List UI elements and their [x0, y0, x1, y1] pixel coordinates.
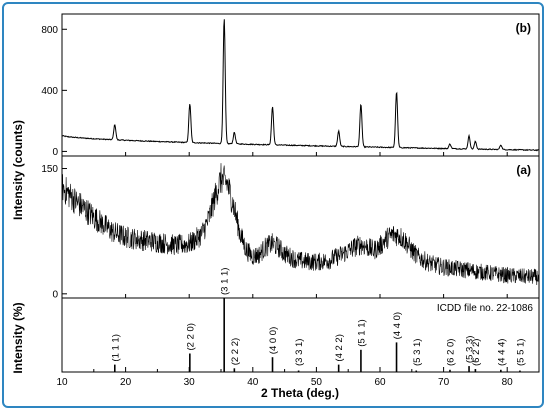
chart-frame	[2, 2, 544, 408]
reference-hkl-label: (6 2 2)	[471, 339, 482, 366]
reference-panel-frame	[61, 297, 540, 373]
panel-a-y-tick-label: 0	[52, 289, 58, 300]
x-tick-label: 50	[311, 377, 323, 388]
reference-hkl-label: (5 5 1)	[515, 339, 526, 366]
panel-b-y-tick-label: 0	[52, 147, 58, 158]
pattern-a-line	[61, 163, 540, 286]
chart-marks: 0 400 800 0 150 (1 1 1) (2 2 0) (3 1 1) (2 2 2) (…	[41, 19, 540, 388]
icdd-note: ICDD file no. 22-1086	[437, 303, 534, 314]
pattern-b-line	[61, 19, 540, 152]
y-axis-label-percent: Intensity (%)	[11, 302, 25, 373]
reference-hkl-label: (5 1 1)	[356, 319, 367, 346]
reference-hkl-label: (2 2 2)	[230, 338, 241, 365]
panel-b-y-tick-label: 800	[41, 25, 58, 36]
reference-hkl-label: (3 1 1)	[220, 268, 231, 295]
x-tick-label: 60	[374, 377, 386, 388]
reference-hkl-label: (1 1 1)	[110, 334, 121, 361]
reference-hkl-label: (4 4 4)	[496, 339, 507, 366]
reference-hkl-label: (5 3 1)	[412, 339, 423, 366]
x-tick-label: 40	[247, 377, 259, 388]
reference-hkl-label: (5 3 3)	[465, 336, 476, 363]
panel-b: (b)	[61, 13, 540, 157]
x-tick-label: 20	[120, 377, 132, 388]
reference-hkl-label: (3 3 1)	[294, 339, 305, 366]
x-axis-label: 2 Theta (deg.)	[261, 386, 339, 400]
panel-a: (a)	[61, 155, 540, 299]
reference-hkl-label: (6 2 0)	[446, 339, 457, 366]
panel-b-y-tick-label: 400	[41, 86, 58, 97]
x-tick-label: 80	[502, 377, 514, 388]
panel-a-frame	[61, 155, 540, 299]
panel-a-label: (a)	[516, 163, 531, 177]
x-tick-label: 30	[184, 377, 196, 388]
x-tick-label: 10	[56, 377, 68, 388]
reference-panel: ICDD file no. 22-1086	[61, 297, 540, 373]
reference-hkl-label: (4 0 0)	[268, 327, 279, 354]
x-tick-label: 70	[438, 377, 450, 388]
reference-hkl-label: (2 2 0)	[185, 323, 196, 350]
panel-b-label: (b)	[516, 21, 531, 35]
reference-hkl-label: (4 2 2)	[334, 334, 345, 361]
panel-b-frame	[61, 13, 540, 157]
panel-a-y-tick-label: 150	[41, 164, 58, 175]
reference-hkl-label: (4 4 0)	[392, 312, 403, 339]
y-axis-label-counts: Intensity (counts)	[11, 120, 25, 220]
